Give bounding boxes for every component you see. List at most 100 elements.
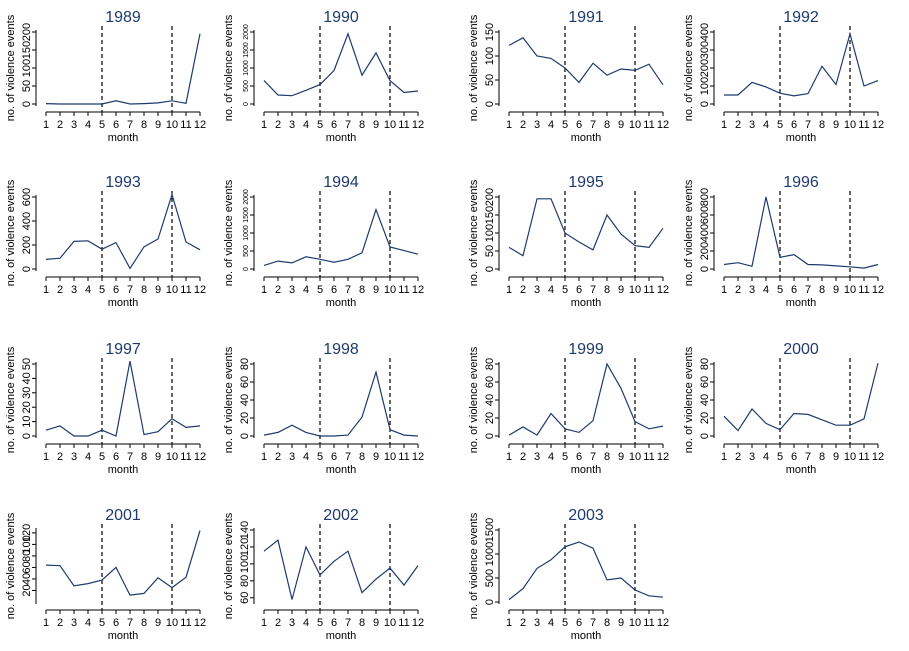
y-tick-label: 100 — [484, 47, 496, 65]
series-line — [45, 530, 201, 596]
x-tick-label: 6 — [791, 284, 797, 296]
x-tick-label: 11 — [180, 284, 191, 296]
series-line — [508, 198, 664, 257]
x-tick-label: 2 — [57, 451, 63, 463]
x-tick-label: 11 — [398, 119, 409, 131]
x-tick-label: 7 — [345, 451, 351, 463]
y-tick-label: 80 — [239, 575, 251, 587]
series-line — [508, 37, 664, 86]
y-tick-label: 100 — [484, 224, 496, 242]
x-tick-label: 8 — [604, 617, 610, 629]
x-axis-label: month — [786, 464, 817, 476]
x-tick-label: 7 — [127, 451, 133, 463]
x-axis-label: month — [108, 464, 139, 476]
y-tick-label: 20 — [484, 412, 496, 424]
x-tick-label: 2 — [57, 617, 63, 629]
y-tick-label: 50 — [21, 80, 33, 92]
y-tick-label: 20 — [21, 401, 33, 413]
y-tick-label: 1000 — [243, 225, 250, 241]
x-tick-label: 3 — [749, 119, 755, 131]
y-tick-label: 120 — [239, 538, 251, 556]
x-tick-label: 6 — [791, 451, 797, 463]
x-tick-label: 4 — [85, 451, 91, 463]
x-tick-label: 10 — [629, 284, 641, 296]
x-axis-label: month — [108, 630, 139, 642]
y-tick-label: 0 — [21, 433, 33, 439]
x-tick-label: 1 — [506, 119, 512, 131]
x-axis-label: month — [571, 297, 602, 309]
y-tick-label: 200 — [699, 59, 711, 77]
x-tick-label: 11 — [858, 284, 869, 296]
x-tick-label: 2 — [275, 119, 281, 131]
x-tick-label: 8 — [819, 451, 825, 463]
x-tick-label: 3 — [71, 119, 77, 131]
x-tick-label: 6 — [576, 451, 582, 463]
x-tick-label: 4 — [763, 119, 769, 131]
y-tick-label: 20 — [239, 412, 251, 424]
x-tick-label: 6 — [113, 119, 119, 131]
x-tick-label: 9 — [373, 284, 379, 296]
x-tick-label: 12 — [194, 284, 206, 296]
x-tick-label: 8 — [359, 617, 365, 629]
x-tick-label: 9 — [373, 451, 379, 463]
x-tick-label: 1 — [506, 617, 512, 629]
y-tick-label: 150 — [484, 206, 496, 224]
x-tick-label: 9 — [155, 617, 161, 629]
x-tick-label: 3 — [749, 451, 755, 463]
x-tick-label: 5 — [317, 119, 323, 131]
x-tick-label: 2 — [520, 617, 526, 629]
x-tick-label: 5 — [562, 284, 568, 296]
y-tick-label: 100 — [21, 59, 33, 77]
x-tick-label: 2 — [735, 119, 741, 131]
x-tick-label: 1 — [721, 451, 727, 463]
x-tick-label: 3 — [289, 119, 295, 131]
y-tick-label: 100 — [239, 555, 251, 573]
x-tick-label: 3 — [534, 284, 540, 296]
x-tick-label: 1 — [261, 617, 267, 629]
y-tick-label: 80 — [21, 550, 33, 562]
x-tick-label: 9 — [618, 617, 624, 629]
x-tick-label: 12 — [657, 119, 669, 131]
y-tick-label: 40 — [21, 372, 33, 384]
y-axis-label: no. of violence events — [468, 512, 480, 619]
x-axis-label: month — [571, 464, 602, 476]
panel-title: 1994 — [323, 174, 359, 191]
y-tick-label: 50 — [484, 245, 496, 257]
y-tick-label: 0 — [699, 266, 711, 272]
y-tick-label: 1000 — [243, 60, 250, 76]
series-line — [508, 362, 664, 436]
x-tick-label: 2 — [275, 617, 281, 629]
x-tick-label: 6 — [113, 284, 119, 296]
y-tick-label: 600 — [699, 206, 711, 224]
x-axis-label: month — [326, 464, 357, 476]
y-tick-label: 0 — [484, 433, 496, 439]
y-tick-label: 1500 — [243, 42, 250, 58]
x-tick-label: 8 — [359, 119, 365, 131]
x-tick-label: 6 — [791, 119, 797, 131]
series-line — [263, 369, 419, 437]
x-tick-label: 10 — [166, 451, 178, 463]
x-tick-label: 5 — [317, 284, 323, 296]
x-axis-label: month — [108, 132, 139, 144]
x-axis-label: month — [571, 132, 602, 144]
y-tick-label: 60 — [699, 376, 711, 388]
x-tick-label: 5 — [99, 451, 105, 463]
x-tick-label: 11 — [398, 617, 409, 629]
series-line — [723, 362, 879, 432]
x-tick-label: 3 — [749, 284, 755, 296]
x-tick-label: 5 — [99, 284, 105, 296]
series-line — [45, 360, 201, 437]
x-tick-label: 2 — [57, 284, 63, 296]
y-axis-label: no. of violence events — [5, 14, 17, 121]
y-tick-label: 80 — [699, 358, 711, 370]
x-tick-label: 2 — [735, 284, 741, 296]
y-tick-label: 0 — [243, 102, 250, 106]
x-tick-label: 6 — [113, 451, 119, 463]
x-tick-label: 10 — [844, 119, 856, 131]
x-tick-label: 9 — [618, 119, 624, 131]
x-tick-label: 9 — [833, 451, 839, 463]
